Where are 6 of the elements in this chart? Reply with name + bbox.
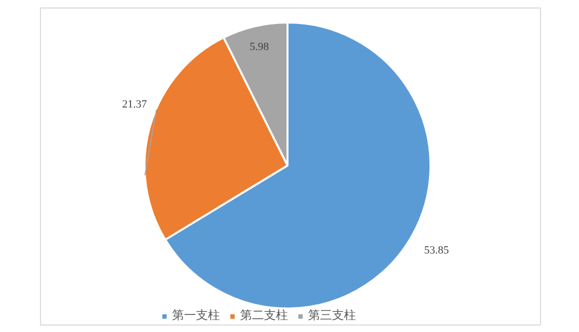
legend-label: 第二支柱 (240, 307, 288, 324)
legend-label: 第三支柱 (308, 307, 356, 324)
data-label: 21.37 (122, 98, 148, 110)
data-label: 53.85 (424, 244, 450, 256)
data-label: 5.98 (250, 40, 270, 53)
legend-label: 第一支柱 (172, 307, 220, 324)
